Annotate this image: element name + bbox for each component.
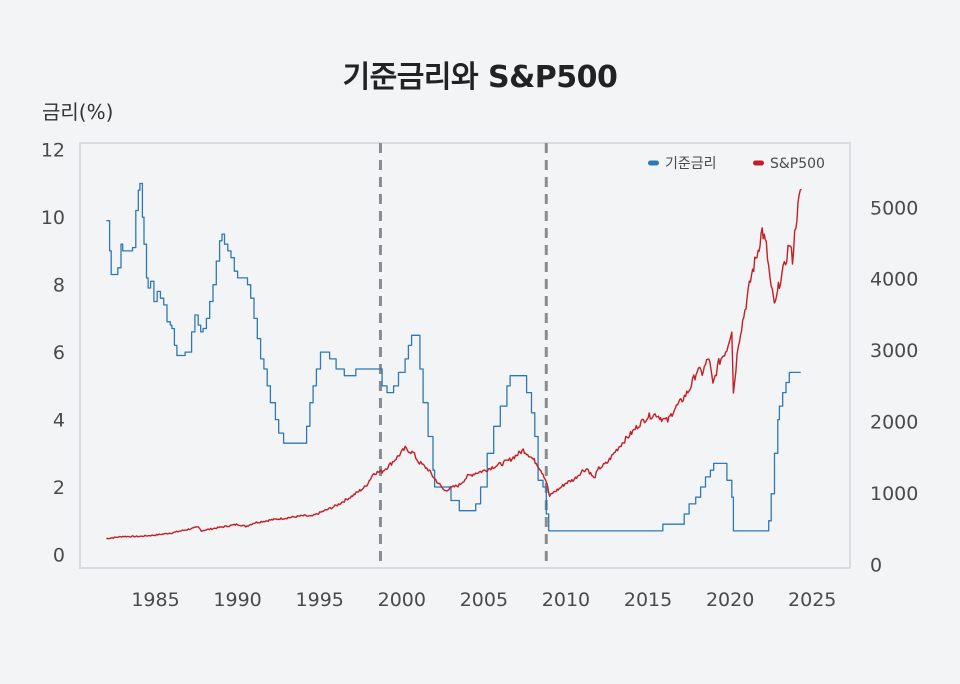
legend-label-rate: 기준금리 (665, 156, 717, 172)
x-tick-label: 2005 (460, 589, 508, 611)
x-tick-label: 1990 (213, 589, 261, 611)
chart-title: 기준금리와 S&P500 (342, 60, 618, 95)
y-right-tick-label: 0 (870, 554, 882, 576)
y-right-tick-label: 1000 (870, 483, 918, 505)
right-axis-ticks: 0 1000 2000 3000 4000 5000 (870, 197, 918, 576)
legend-label-sp500: S&P500 (770, 156, 825, 172)
x-tick-label: 1985 (131, 589, 179, 611)
x-tick-label: 2000 (378, 589, 426, 611)
left-axis-label: 금리(%) (42, 100, 114, 124)
y-left-tick-label: 0 (53, 545, 65, 567)
plot-frame (79, 142, 851, 569)
x-tick-label: 2010 (542, 589, 590, 611)
y-right-tick-label: 2000 (870, 411, 918, 433)
series-line-rate (106, 182, 801, 532)
y-left-tick-label: 10 (41, 207, 65, 229)
legend: 기준금리 S&P500 (648, 156, 825, 172)
x-tick-label: 1995 (296, 589, 344, 611)
y-left-tick-label: 12 (41, 140, 65, 162)
x-axis-ticks: 1985 1990 1995 2000 2005 2010 2015 2020 2025 (131, 589, 836, 611)
y-right-tick-label: 4000 (870, 269, 918, 291)
left-axis-ticks: 0 2 4 6 8 10 12 (41, 140, 65, 567)
x-tick-label: 2025 (788, 589, 836, 611)
legend-swatch-rate (648, 160, 659, 166)
event-vlines (378, 143, 548, 568)
y-left-tick-label: 8 (53, 275, 65, 297)
y-right-tick-label: 3000 (870, 340, 918, 362)
legend-swatch-sp500 (753, 160, 764, 166)
y-left-tick-label: 2 (53, 477, 65, 499)
y-right-tick-label: 5000 (870, 197, 918, 219)
y-left-tick-label: 6 (53, 342, 65, 364)
series-lines (106, 182, 802, 540)
x-tick-label: 2020 (706, 589, 754, 611)
series-line-sp500 (106, 188, 802, 540)
x-tick-label: 2015 (624, 589, 672, 611)
y-left-tick-label: 4 (53, 410, 65, 432)
